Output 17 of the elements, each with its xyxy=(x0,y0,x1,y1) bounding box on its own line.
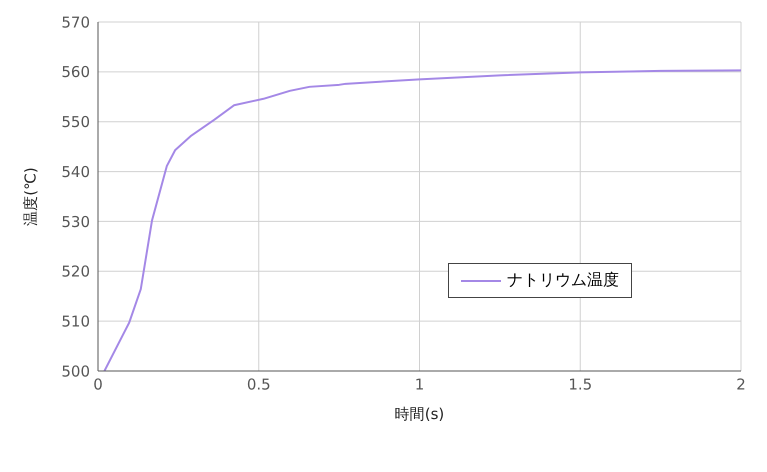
x-tick-label: 1.5 xyxy=(568,376,592,394)
y-tick-label: 540 xyxy=(61,162,90,181)
y-tick-label: 510 xyxy=(61,312,90,330)
x-tick-label: 0 xyxy=(93,376,103,394)
x-tick-label: 2 xyxy=(736,376,746,394)
y-tick-label: 500 xyxy=(61,362,90,380)
y-axis-title: 温度(℃) xyxy=(21,167,40,226)
legend-label: ナトリウム温度 xyxy=(507,270,619,291)
y-tick-label: 560 xyxy=(61,63,90,82)
line-series xyxy=(103,69,741,371)
x-tick-label: 1 xyxy=(414,376,424,394)
x-tick-label: 0.5 xyxy=(246,376,271,394)
y-tick-label: 520 xyxy=(61,262,90,281)
y-tick-label: 550 xyxy=(61,113,90,132)
x-axis-title: 時間(s) xyxy=(394,405,444,423)
y-tick-label: 570 xyxy=(61,13,90,32)
y-tick-label: 530 xyxy=(61,212,90,231)
